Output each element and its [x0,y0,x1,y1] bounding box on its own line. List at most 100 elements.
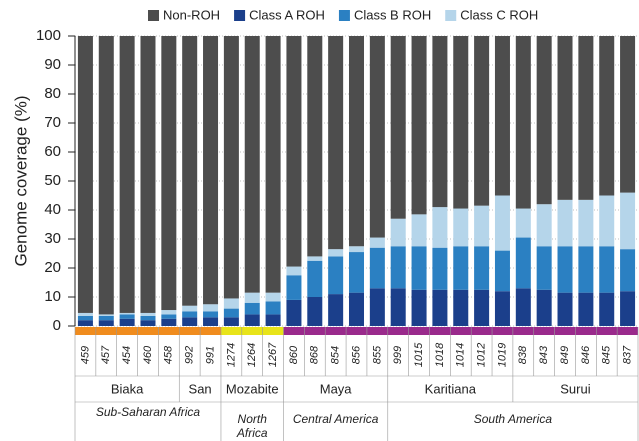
bar-segment [223,317,239,326]
bar-segment [432,36,448,208]
x-tick-label: 457 [100,345,112,364]
bar-segment [599,246,615,293]
x-tick-label: 1267 [267,342,279,367]
x-tick-label: 1012 [476,343,488,367]
bar-segment [432,207,448,248]
bar-segment [307,297,323,326]
y-tick-label: 20 [44,259,61,276]
region-strip [617,327,638,335]
region-strip [366,327,388,335]
region-strip [492,327,513,335]
bar-segment [98,315,114,321]
bar-segment [98,36,114,315]
bar-segment [453,208,469,247]
population-label: Biaka [111,381,144,396]
legend-label: Class A ROH [249,7,325,22]
bar-segment [307,260,323,297]
region-label: Sub-Saharan Africa [95,405,201,419]
region-strip [575,327,597,335]
bar-segment [599,36,615,196]
x-tick-label: 855 [371,345,383,364]
region-strip [429,327,451,335]
region-strip [116,327,138,335]
bar-segment [494,36,510,196]
region-strip [241,327,263,335]
bar-segment [223,308,239,318]
region-strip [325,327,347,335]
bar-segment [119,314,135,319]
bar-segment [286,275,302,300]
bar-segment [474,246,490,290]
bar-segment [411,289,427,326]
bar-segment [432,247,448,290]
bar-segment [161,36,177,311]
region-strip [262,327,284,335]
bar-segment [203,36,219,305]
bar-segment [244,314,260,326]
bar-segment [244,302,260,315]
x-tick-label: 1274 [225,343,237,367]
bar-segment [494,250,510,292]
region-strip [512,327,534,335]
legend-label: Non-ROH [163,7,220,22]
bar-segment [119,36,135,313]
bar-segment [390,218,406,247]
bar-segment [432,289,448,326]
bar-segment [182,317,198,326]
bar-segment [161,318,177,326]
x-tick-label: 992 [184,346,196,364]
bar-segment [77,315,93,321]
y-tick-label: 40 [44,201,61,218]
population-label: Surui [560,381,590,396]
x-tick-label: 868 [309,345,321,364]
y-tick-label: 60 [44,143,61,160]
x-tick-label: 860 [288,345,300,364]
region-strip [471,327,493,335]
bar-segment [536,36,552,205]
y-tick-label: 80 [44,85,61,102]
bar-segment [98,320,114,326]
bar-segment [182,311,198,318]
bar-segment [348,292,365,326]
x-tick-label: 1015 [413,342,425,367]
x-tick-label: 856 [350,345,362,364]
bar-segment [265,36,281,293]
region-strip [450,327,472,335]
y-tick-label: 10 [44,288,61,305]
bar-segment [119,318,135,326]
bar-segment [265,292,281,302]
bar-segment [328,256,344,295]
x-tick-label: 1014 [455,343,467,367]
bar-segment [286,299,302,326]
x-tick-label: 1019 [496,343,508,367]
bar-segment [578,36,594,200]
bar-segment [453,36,469,209]
x-tick-label: 991 [204,346,216,364]
x-tick-label: 849 [559,346,571,364]
x-tick-label: 846 [580,345,592,364]
x-tick-label: 854 [330,346,342,364]
x-tick-label: 1264 [246,343,258,367]
bar-segment [515,208,531,238]
region-strip [158,327,180,335]
region-strip [137,327,159,335]
bar-segment [578,292,594,326]
region-strip [346,327,367,335]
bar-segment [369,237,385,248]
bar-segment [161,310,177,315]
population-label: Mozabite [226,381,279,396]
region-label: Central America [292,412,379,426]
region-strip [200,327,221,335]
bar-segment [119,312,135,315]
bar-segment [536,246,552,290]
bar-segment [348,36,365,247]
population-label: Maya [320,381,353,396]
region-label: North Africa [236,412,268,440]
y-tick-label: 100 [36,27,61,44]
legend-swatch [338,10,350,21]
bar-segment [328,249,344,257]
legend-swatch [445,10,457,21]
region-strip [596,327,618,335]
bar-segment [620,36,636,193]
